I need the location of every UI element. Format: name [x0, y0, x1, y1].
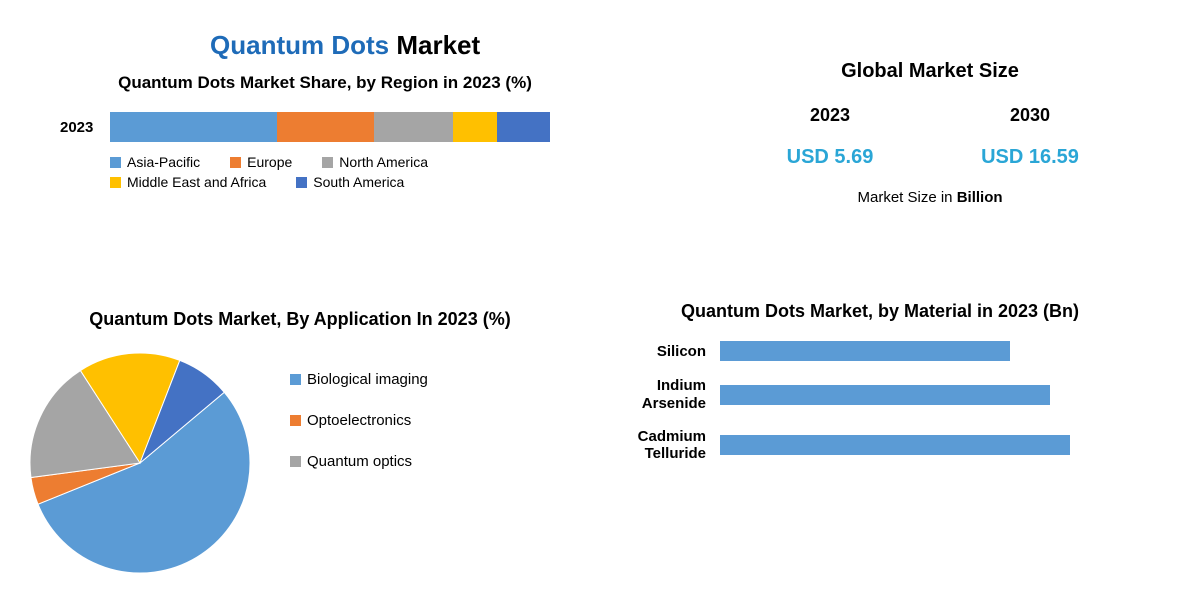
- gms-year-0: 2023: [730, 105, 930, 126]
- material-bar: [720, 341, 1010, 361]
- gms-unit-bold: Billion: [957, 189, 1003, 206]
- gms-unit: Market Size in Billion: [730, 189, 1130, 206]
- legend-swatch: [296, 177, 307, 188]
- page-title: Quantum Dots Market: [210, 30, 480, 61]
- legend-item: Middle East and Africa: [110, 174, 266, 190]
- legend-item: Europe: [230, 154, 292, 170]
- title-word-1: Quantum Dots: [210, 30, 389, 60]
- pie-wrap: Biological imaging Optoelectronics Quantum…: [20, 343, 580, 583]
- legend-item: Asia-Pacific: [110, 154, 200, 170]
- region-legend: Asia-Pacific Europe North America Middle Ea…: [110, 154, 590, 190]
- legend-label: North America: [339, 154, 428, 170]
- region-segment: [110, 112, 277, 142]
- gms-value-0: USD 5.69: [730, 146, 930, 169]
- material-bar-label: Cadmium Telluride: [600, 428, 720, 463]
- pie-legend: Biological imaging Optoelectronics Quantum…: [290, 371, 428, 470]
- legend-item: Optoelectronics: [290, 412, 428, 429]
- region-segment: [374, 112, 453, 142]
- legend-swatch: [230, 157, 241, 168]
- region-chart: Quantum Dots Market Share, by Region in …: [60, 72, 590, 190]
- gms-col-2023: 2023 USD 5.69: [730, 105, 930, 169]
- gms-title: Global Market Size: [730, 60, 1130, 83]
- pie-svg-wrap: [20, 343, 260, 583]
- gms-unit-prefix: Market Size in: [857, 189, 956, 206]
- legend-label: Quantum optics: [307, 453, 412, 470]
- global-market-size: Global Market Size 2023 USD 5.69 2030 US…: [730, 60, 1130, 206]
- region-segment: [453, 112, 497, 142]
- legend-label: Optoelectronics: [307, 412, 411, 429]
- legend-item: Quantum optics: [290, 453, 428, 470]
- region-segment: [277, 112, 374, 142]
- gms-year-1: 2030: [930, 105, 1130, 126]
- gms-col-2030: 2030 USD 16.59: [930, 105, 1130, 169]
- material-bar: [720, 385, 1050, 405]
- region-bar-row: 2023: [60, 112, 590, 142]
- legend-item: South America: [296, 174, 404, 190]
- material-bars: Silicon Indium Arsenide Cadmium Telluride: [600, 341, 1160, 462]
- legend-swatch: [110, 177, 121, 188]
- region-year-label: 2023: [60, 119, 110, 136]
- legend-swatch: [290, 415, 301, 426]
- gms-row: 2023 USD 5.69 2030 USD 16.59: [730, 105, 1130, 169]
- region-chart-title: Quantum Dots Market Share, by Region in …: [60, 72, 590, 94]
- legend-label: South America: [313, 174, 404, 190]
- gms-value-1: USD 16.59: [930, 146, 1130, 169]
- legend-swatch: [110, 157, 121, 168]
- title-word-2: Market: [389, 30, 480, 60]
- legend-label: Middle East and Africa: [127, 174, 266, 190]
- legend-swatch: [290, 456, 301, 467]
- material-bar-chart: Quantum Dots Market, by Material in 2023…: [600, 300, 1160, 478]
- legend-label: Europe: [247, 154, 292, 170]
- material-bar-row: Indium Arsenide: [600, 377, 1160, 412]
- legend-label: Biological imaging: [307, 371, 428, 388]
- material-chart-title: Quantum Dots Market, by Material in 2023…: [600, 300, 1160, 323]
- material-bar-row: Silicon: [600, 341, 1160, 361]
- legend-label: Asia-Pacific: [127, 154, 200, 170]
- material-bar-row: Cadmium Telluride: [600, 428, 1160, 463]
- legend-item: North America: [322, 154, 428, 170]
- material-bar-label: Indium Arsenide: [600, 377, 720, 412]
- legend-swatch: [322, 157, 333, 168]
- pie-svg: [20, 343, 260, 583]
- application-pie-chart: Quantum Dots Market, By Application In 2…: [20, 308, 580, 583]
- legend-item: Biological imaging: [290, 371, 428, 388]
- material-bar-label: Silicon: [600, 343, 720, 360]
- material-bar: [720, 435, 1070, 455]
- region-stacked-bar: [110, 112, 550, 142]
- pie-chart-title: Quantum Dots Market, By Application In 2…: [20, 308, 580, 331]
- region-segment: [497, 112, 550, 142]
- legend-swatch: [290, 374, 301, 385]
